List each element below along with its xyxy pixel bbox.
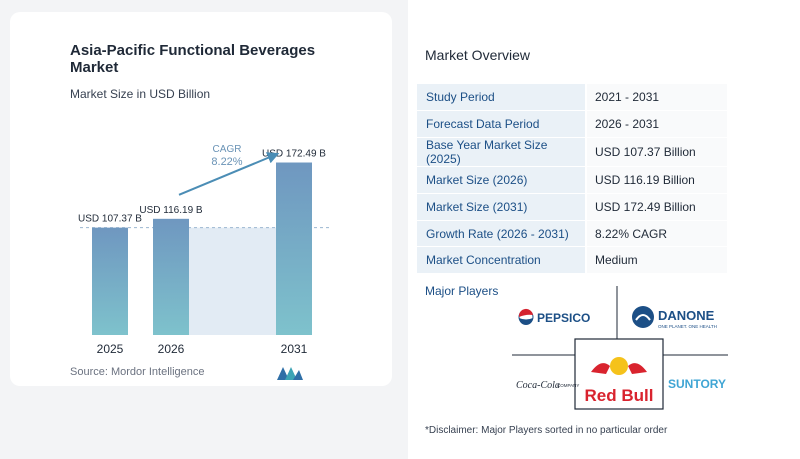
bar-2025 [92, 227, 128, 335]
overview-row-value: USD 116.19 Billion [585, 166, 727, 194]
mordor-logo-icon [277, 367, 303, 380]
chart-subtitle: Market Size in USD Billion [70, 87, 211, 101]
reference-shade [189, 227, 276, 335]
overview-row-key: Market Size (2026) [417, 166, 586, 194]
overview-row-value: USD 172.49 Billion [585, 193, 727, 221]
overview-row: Market Size (2031) USD 172.49 Billion [417, 193, 727, 221]
overview-row: Growth Rate (2026 - 2031) 8.22% CAGR [417, 220, 727, 248]
overview-row: Base Year Market Size (2025) USD 107.37 B… [417, 137, 727, 168]
redbull-name: Red Bull [585, 386, 654, 405]
redbull-logo: Red Bull [585, 357, 654, 405]
overview-row-key: Market Size (2031) [417, 193, 586, 221]
cagr-value: 8.22% [211, 156, 242, 168]
overview-row-value: 2021 - 2031 [585, 84, 727, 112]
overview-row-key: Study Period [417, 84, 586, 112]
overview-row-value: Medium [585, 246, 727, 275]
overview-row: Market Size (2026) USD 116.19 Billion [417, 166, 727, 194]
cagr-arrow [178, 152, 280, 196]
cagr-label: CAGR [213, 144, 242, 155]
overview-row: Study Period 2021 - 2031 [417, 84, 727, 112]
x-tick-label: 2026 [158, 342, 185, 356]
x-tick-label: 2025 [97, 342, 124, 356]
x-tick-label: 2031 [281, 342, 308, 356]
overview-row-key: Base Year Market Size (2025) [417, 137, 586, 168]
bar-2026 [153, 218, 189, 335]
pepsico-name: PEPSICO [537, 311, 590, 325]
danone-tagline: ONE PLANET. ONE HEALTH [658, 324, 717, 329]
overview-row-value: 2026 - 2031 [585, 110, 727, 139]
overview-row-key: Forecast Data Period [417, 110, 586, 139]
overview-row-key: Market Concentration [417, 246, 586, 275]
players-grid: PEPSICO DANONE ONE PLANET. ONE HEALTH Co… [512, 286, 728, 410]
bar-value-label: USD 107.37 B [78, 214, 142, 225]
source-label: Source: Mordor Intelligence [70, 366, 205, 378]
overview-row-value: USD 107.37 Billion [585, 137, 727, 168]
major-players-title: Major Players [425, 284, 499, 298]
disclaimer: *Disclaimer: Major Players sorted in no … [425, 425, 668, 436]
cocacola-logo: Coca-Cola COMPANY [516, 380, 579, 391]
chart-title: Asia-Pacific Functional Beverages Market [70, 42, 316, 76]
cocacola-suffix: COMPANY [557, 383, 579, 388]
bar-chart: USD 107.37 B 2025 USD 116.19 B 2026 USD 172.… [78, 144, 330, 356]
danone-name: DANONE [658, 308, 715, 323]
bar-value-label: USD 172.49 B [262, 149, 326, 160]
overview-table: Study Period 2021 - 2031 Forecast Data Per… [417, 84, 727, 275]
overview-row-value: 8.22% CAGR [585, 220, 727, 248]
bar-2031 [276, 162, 312, 335]
suntory-name: SUNTORY [668, 377, 726, 391]
overview-row-key: Growth Rate (2026 - 2031) [417, 220, 586, 248]
overview-row: Market Concentration Medium [417, 246, 727, 275]
overview-title: Market Overview [425, 47, 531, 63]
bar-value-label: USD 116.19 B [139, 205, 203, 216]
suntory-logo: SUNTORY [668, 377, 726, 391]
pepsico-logo: PEPSICO [518, 308, 590, 325]
overview-row: Forecast Data Period 2026 - 2031 [417, 110, 727, 139]
cocacola-name: Coca-Cola [516, 380, 560, 391]
danone-logo: DANONE ONE PLANET. ONE HEALTH [632, 306, 717, 329]
